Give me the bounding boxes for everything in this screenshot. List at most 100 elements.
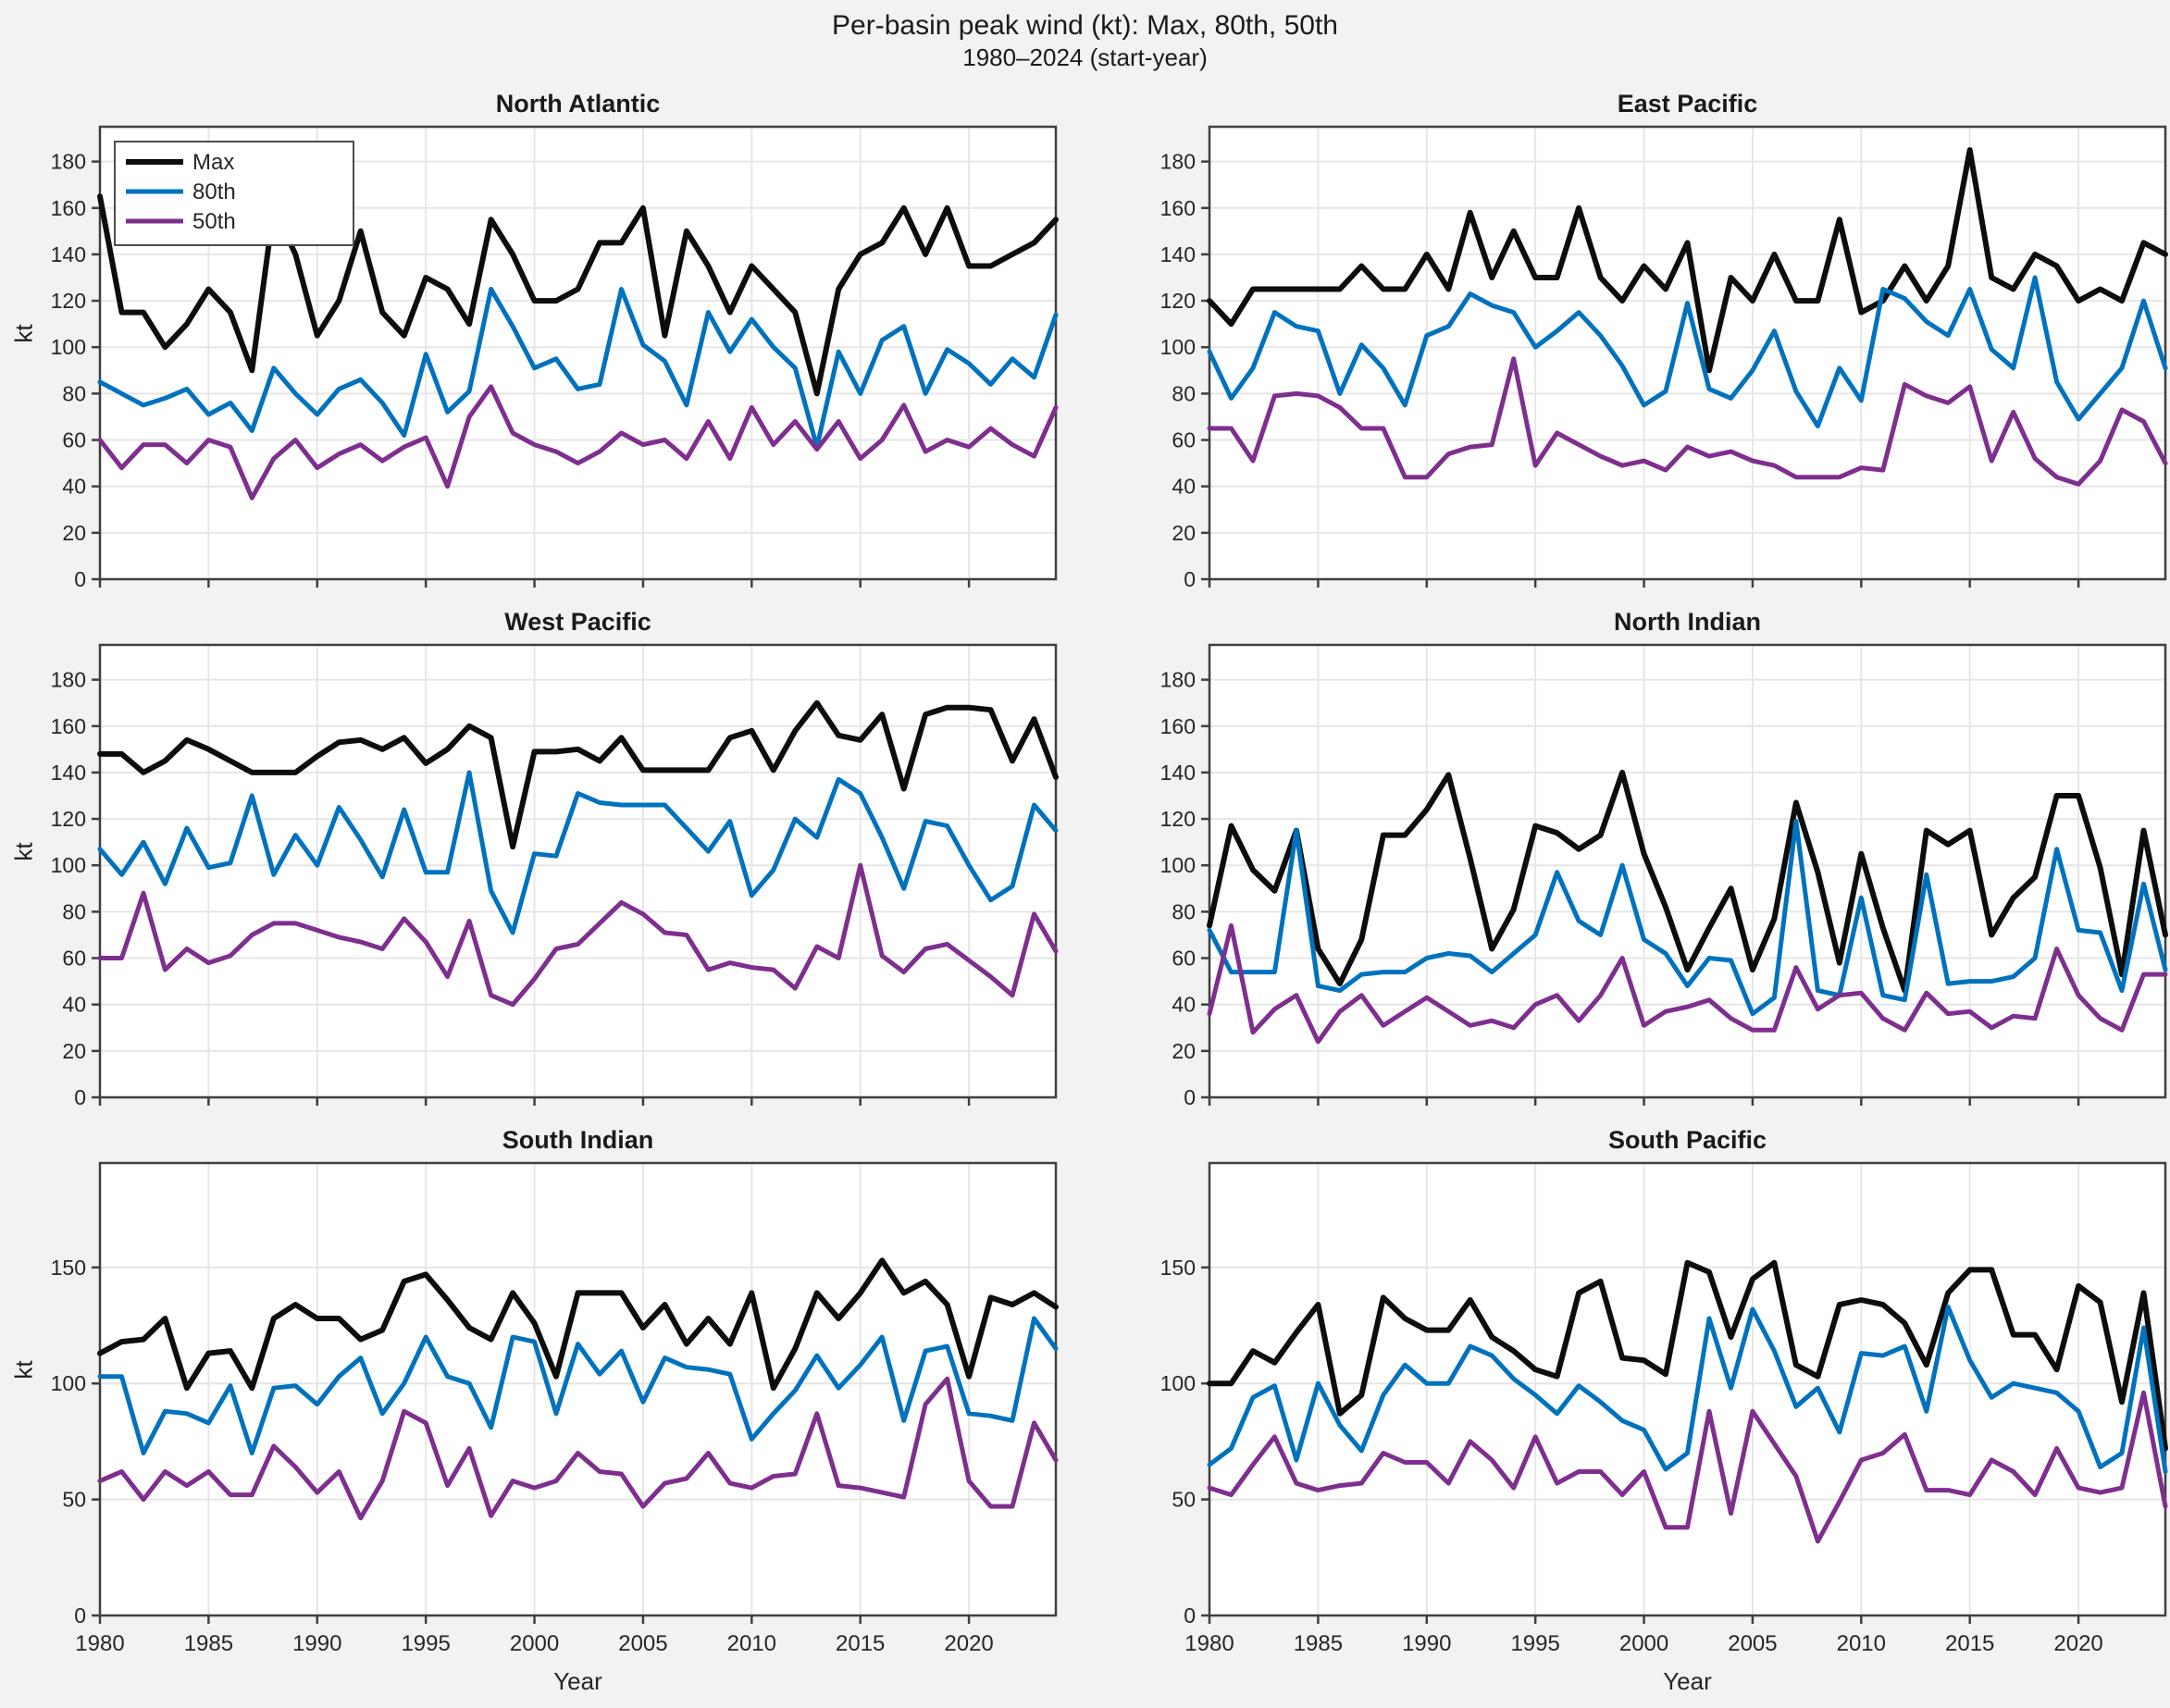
- p50-line: [97, 384, 1059, 501]
- y-tick-label: 100: [1160, 335, 1196, 359]
- y-tick-label: 180: [51, 668, 86, 692]
- y-axis-label: kt: [9, 1360, 38, 1380]
- max-line: [97, 1257, 1059, 1392]
- axes-box: [98, 125, 1058, 581]
- axes-box: [98, 643, 1058, 1099]
- p50-line: [1207, 356, 2168, 487]
- plot-background: [1209, 645, 2165, 1097]
- x-tick-label: 2005: [1728, 1631, 1777, 1656]
- p50-line: [97, 862, 1059, 1008]
- y-tick-label: 20: [1172, 521, 1196, 545]
- panel-west-pacific: West Pacific kt 0 20 40 60 80 100 120 140 160 180: [0, 606, 1085, 1124]
- panel-title: South Indian: [502, 1126, 654, 1154]
- x-tick-label: 2020: [2053, 1631, 2102, 1656]
- max-line: [97, 193, 1059, 397]
- x-tick-label: 1980: [75, 1631, 124, 1656]
- legend-label: 50th: [192, 209, 236, 234]
- y-tick-label: 60: [1172, 947, 1196, 971]
- max-line: [1207, 147, 2168, 374]
- x-tick-label: 1985: [184, 1631, 233, 1656]
- y-tick-label: 40: [1172, 475, 1196, 499]
- y-tick-label: 20: [62, 1039, 86, 1063]
- p80-line: [97, 287, 1059, 450]
- axes-box: [1208, 643, 2167, 1099]
- y-tick-label: 150: [1160, 1256, 1196, 1280]
- x-tick-label: 2015: [1945, 1631, 1994, 1656]
- y-tick-label: 40: [1172, 993, 1196, 1017]
- y-tick-label: 60: [62, 947, 86, 971]
- max-line: [97, 699, 1059, 850]
- west-pacific-chart: 0 20 40 60 80 100 120 140 160 180: [51, 643, 1059, 1109]
- plot-background: [1209, 1163, 2165, 1615]
- y-tick-label: 180: [1160, 150, 1196, 174]
- x-tick-label: 1990: [292, 1631, 341, 1656]
- x-tick-label: 2015: [836, 1631, 885, 1656]
- y-tick-label: 50: [1172, 1488, 1196, 1512]
- y-tick-label: 120: [51, 807, 86, 831]
- y-tick-label: 140: [51, 761, 86, 785]
- p80-line: [1207, 275, 2168, 428]
- y-tick-label: 160: [51, 196, 86, 220]
- y-tick-label: 140: [1160, 761, 1196, 785]
- y-tick-label: 120: [1160, 807, 1196, 831]
- y-tick-label: 120: [1160, 289, 1196, 313]
- y-tick-label: 140: [1160, 242, 1196, 266]
- panel-title: North Atlantic: [495, 90, 661, 118]
- x-axis-label: Year: [1663, 1667, 1712, 1695]
- panel-east-pacific: East Pacific 0 20 40 60 80 100 120 140 160 180: [1085, 88, 2170, 606]
- panel-south-pacific: South Pacific 0 50 100 150 1980 1985 1990 1995 2…: [1085, 1124, 2170, 1708]
- panel-title: East Pacific: [1617, 90, 1758, 118]
- p80-line: [97, 770, 1059, 935]
- y-tick-label: 60: [1172, 428, 1196, 452]
- p50-line: [1207, 1390, 2168, 1544]
- y-tick-label: 140: [51, 242, 86, 266]
- max-line: [1207, 769, 2168, 994]
- x-tick-label: 2005: [618, 1631, 667, 1656]
- max-line: [1207, 1259, 2168, 1452]
- x-tick-label: 1995: [401, 1631, 450, 1656]
- x-tick-label: 2000: [1619, 1631, 1668, 1656]
- x-tick-label: 2010: [1837, 1631, 1886, 1656]
- p50-line: [97, 1376, 1059, 1521]
- x-tick-label: 2000: [510, 1631, 559, 1656]
- y-tick-label: 20: [62, 521, 86, 545]
- panel-north-atlantic: North Atlantic kt 0 20 40 60 80 100 120 140 160 1…: [0, 88, 1085, 606]
- y-tick-label: 20: [1172, 1039, 1196, 1063]
- plot-background: [1209, 127, 2165, 579]
- x-tick-label: 1980: [1184, 1631, 1234, 1656]
- east-pacific-chart: 0 20 40 60 80 100 120 140 160 180: [1160, 125, 2168, 591]
- panel-title: West Pacific: [504, 608, 651, 636]
- p80-line: [1207, 1305, 2168, 1474]
- y-tick-label: 80: [1172, 381, 1196, 405]
- legend-label: 80th: [192, 179, 236, 204]
- y-tick-label: 100: [51, 335, 86, 359]
- y-tick-label: 100: [51, 1371, 86, 1395]
- y-tick-label: 100: [51, 853, 86, 877]
- y-tick-label: 40: [62, 993, 86, 1017]
- north-indian-chart: 0 20 40 60 80 100 120 140 160 180: [1160, 643, 2168, 1109]
- plot-background: [100, 645, 1056, 1097]
- figure-subtitle: 1980–2024 (start-year): [962, 43, 1208, 71]
- x-tick-label: 2020: [944, 1631, 993, 1656]
- y-tick-label: 40: [62, 475, 86, 499]
- y-tick-label: 80: [1172, 899, 1196, 923]
- x-axis-label: Year: [553, 1667, 602, 1695]
- p50-line: [1207, 922, 2168, 1045]
- panel-title: South Pacific: [1607, 1126, 1767, 1154]
- y-tick-label: 180: [1160, 668, 1196, 692]
- north-atlantic-chart: 0 20 40 60 80 100 120 140 160 180 Max 80th 50th: [51, 125, 1059, 591]
- x-tick-label: 1995: [1510, 1631, 1559, 1656]
- y-tick-label: 150: [51, 1256, 86, 1280]
- y-tick-label: 0: [74, 1085, 86, 1109]
- subplot-grid: North Atlantic kt 0 20 40 60 80 100 120 140 160 1…: [0, 88, 2170, 1708]
- y-tick-label: 0: [1184, 1603, 1196, 1628]
- y-tick-label: 160: [51, 714, 86, 738]
- y-tick-label: 100: [1160, 853, 1196, 877]
- y-axis-label: kt: [9, 842, 38, 861]
- y-tick-label: 50: [62, 1488, 86, 1512]
- y-tick-label: 0: [1184, 567, 1196, 591]
- y-tick-label: 0: [74, 567, 86, 591]
- y-tick-label: 0: [74, 1603, 86, 1628]
- y-axis-label: kt: [9, 324, 38, 343]
